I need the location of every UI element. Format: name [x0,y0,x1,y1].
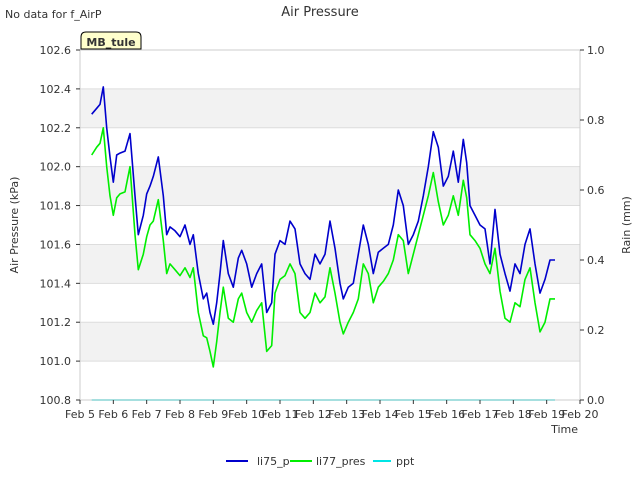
y2-tick-label: 0.6 [587,184,605,197]
legend-label-li77-pres: li77_pres [316,455,366,468]
site-label-badge: MB_tule [80,31,142,50]
plot-band [80,283,580,323]
x-tick-label: Feb 10 [228,408,265,421]
y-axis-label: Air Pressure (kPa) [8,177,21,274]
x-tick-label: Feb 20 [562,408,599,421]
series-line-li75-p [91,86,555,326]
plot-band [80,361,580,400]
y2-tick-label: 1.0 [587,44,605,57]
legend-label-ppt: ppt [396,455,415,468]
y2-tick-label: 0.0 [587,394,605,407]
no-data-note: No data for f_AirP [5,8,102,21]
y2-axis-label: Rain (mm) [620,196,633,254]
y-tick-label: 102.0 [40,161,72,174]
y2-axis-ticks: 0.0 0.2 0.4 0.6 0.8 1.0 [580,44,605,407]
y-tick-label: 101.0 [40,355,72,368]
legend-item-li75-p: li75_p [226,455,290,468]
x-tick-label: Feb 6 [98,408,128,421]
y2-tick-label: 0.4 [587,254,605,267]
site-label-text: MB_tule [86,36,135,49]
x-tick-label: Feb 7 [132,408,162,421]
legend-item-ppt: ppt [373,455,415,468]
plot-frame [79,49,581,401]
x-tick-label: Feb 13 [328,408,365,421]
plot-band [80,127,580,167]
x-tick-label: Feb 15 [395,408,432,421]
legend-label-li75-p: li75_p [257,455,290,468]
y-tick-label: 102.6 [40,44,72,57]
y-tick-label: 102.2 [40,122,72,135]
x-tick-label: Feb 18 [495,408,532,421]
y-tick-label: 100.8 [40,394,72,407]
y-tick-label: 101.6 [40,238,72,251]
x-tick-label: Feb 14 [362,408,399,421]
y-axis-ticks: 100.8 101.0 101.2 101.4 101.6 101.8 102.0 102.2… [40,44,80,407]
chart-title: Air Pressure [281,5,359,20]
y-tick-label: 101.2 [40,316,72,329]
x-axis-label: Time [550,423,578,436]
x-tick-label: Feb 12 [295,408,332,421]
y-tick-label: 101.4 [40,277,72,290]
x-tick-label: Feb 5 [65,408,95,421]
y-tick-label: 101.8 [40,200,72,213]
x-tick-label: Feb 17 [462,408,499,421]
plot-band [80,322,580,362]
x-tick-label: Feb 9 [198,408,228,421]
y2-tick-label: 0.2 [587,324,605,337]
plot-band [80,50,580,89]
legend: li75_p li77_pres ppt [226,455,415,468]
x-tick-label: Feb 19 [528,408,565,421]
plot-band [80,244,580,284]
x-tick-label: Feb 11 [262,408,299,421]
y-tick-label: 102.4 [40,83,72,96]
plot-band [80,88,580,128]
series-line-li77-pres [91,127,555,368]
y2-tick-label: 0.8 [587,114,605,127]
x-tick-label: Feb 8 [165,408,195,421]
x-tick-label: Feb 16 [428,408,465,421]
legend-item-li77-pres: li77_pres [290,455,366,468]
